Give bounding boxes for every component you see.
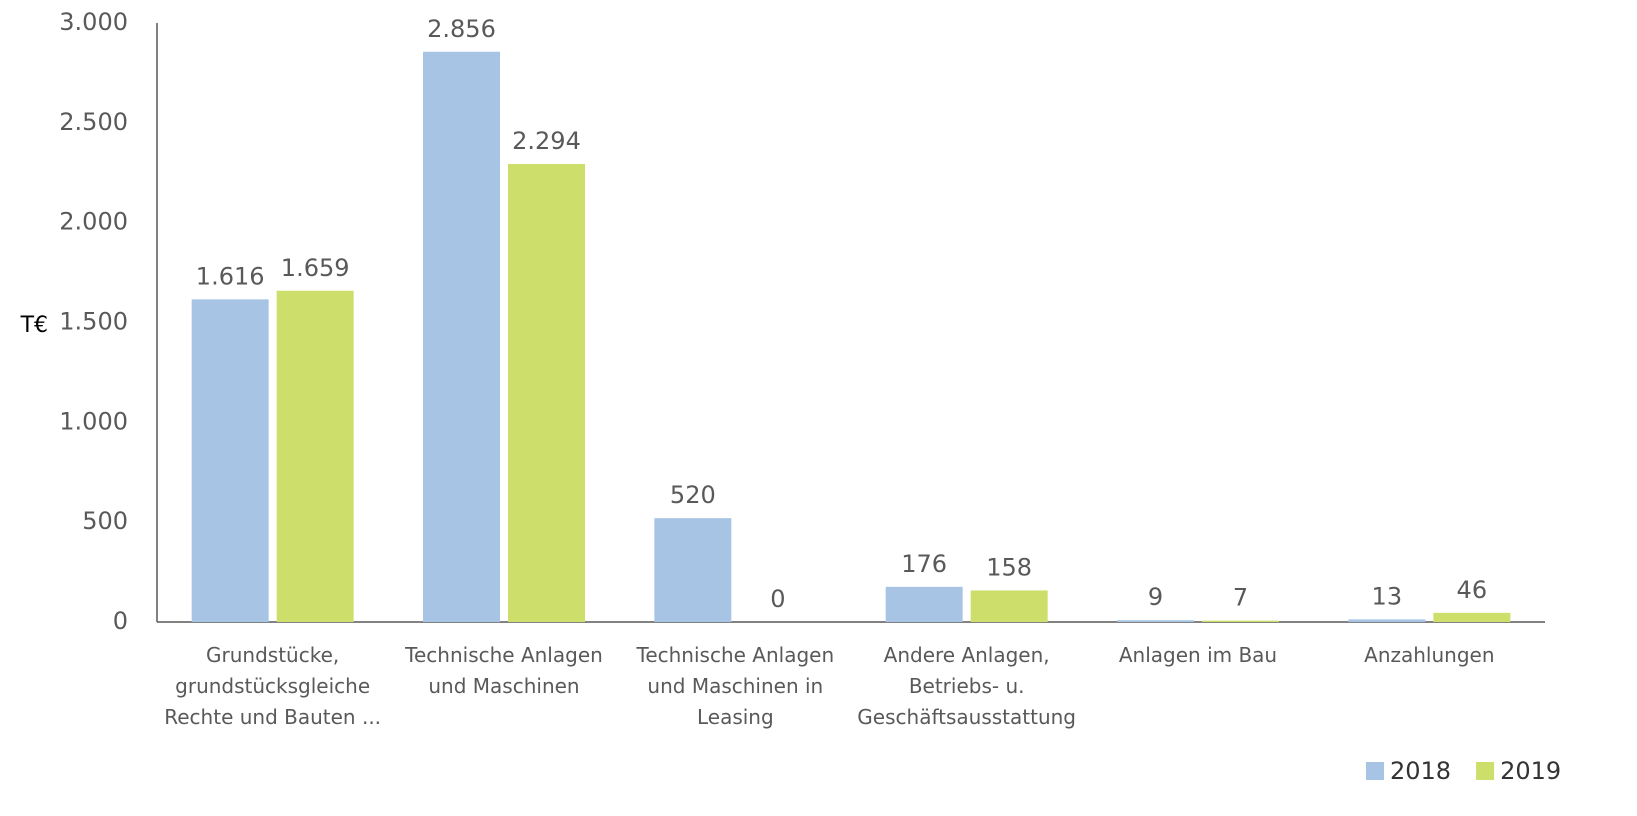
x-tick-label: Anlagen im Bau [1118,643,1278,667]
bar [885,586,963,622]
bar [970,590,1048,622]
data-label: 9 [1148,583,1163,611]
bar [191,299,269,622]
bar [1348,619,1426,622]
legend-swatch [1366,762,1384,780]
data-label: 1.616 [196,262,265,290]
legend-swatch [1476,762,1495,780]
bar [1117,620,1194,622]
data-label: 46 [1457,576,1488,604]
bar [654,518,732,622]
y-axis-label: T€ [20,313,48,338]
bar [276,290,354,622]
data-label: 176 [901,550,947,578]
y-tick-label: 0 [113,607,128,635]
x-tick-label: Technische Anlagen und Maschinen [405,643,603,698]
bar [1433,612,1511,622]
legend-label: 2018 [1390,757,1451,785]
data-label: 158 [986,553,1032,581]
data-label: 2.294 [512,127,581,155]
bar [423,51,500,622]
data-label: 1.659 [281,254,350,282]
y-tick-label: 3.000 [59,8,128,36]
data-label: 7 [1233,584,1248,612]
y-tick-label: 1.000 [59,407,128,435]
y-tick-label: 2.000 [59,208,128,236]
data-label: 2.856 [427,15,496,43]
x-tick-label: Andere Anlagen, Betriebs- u. Geschäftsau… [857,643,1076,729]
x-tick-label: Technische Anlagen und Maschinen in Leas… [636,643,835,729]
legend-label: 2019 [1500,757,1561,785]
x-tick-label: Grundstücke, grundstücksgleiche Rechte u… [164,643,382,729]
data-label: 13 [1372,582,1403,610]
y-tick-label: 500 [82,507,128,535]
bar [1202,620,1279,622]
y-tick-label: 1.500 [59,308,128,336]
data-label: 520 [670,481,716,509]
x-tick-label: Anzahlungen [1364,643,1495,667]
bar [508,163,585,622]
y-tick-label: 2.500 [59,108,128,136]
data-label: 0 [770,585,785,613]
